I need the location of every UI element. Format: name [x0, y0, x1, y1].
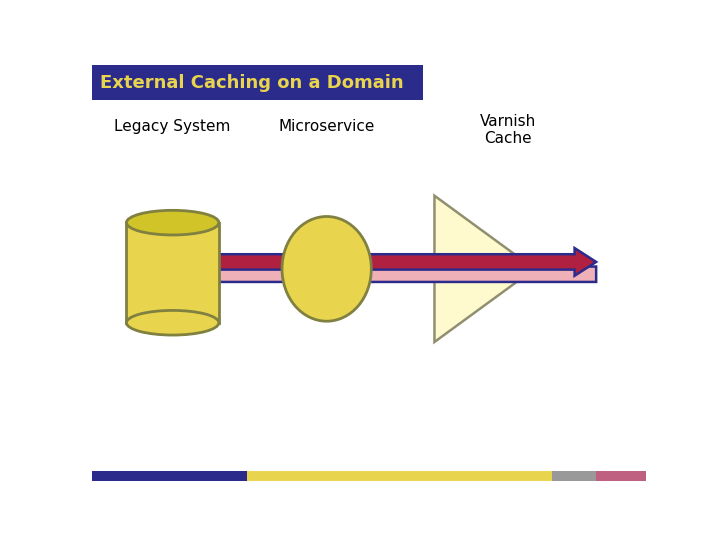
Text: Varnish
Cache: Varnish Cache [480, 114, 536, 146]
Ellipse shape [127, 310, 219, 335]
Text: Microservice: Microservice [279, 119, 375, 134]
Polygon shape [434, 195, 534, 342]
FancyArrow shape [134, 260, 596, 288]
Text: External Caching on a Domain: External Caching on a Domain [99, 73, 403, 91]
Bar [552, 471, 596, 481]
Text: Legacy System: Legacy System [114, 119, 231, 134]
FancyArrow shape [134, 248, 596, 276]
Bar [596, 471, 647, 481]
Ellipse shape [282, 217, 372, 321]
Bar [92, 65, 423, 100]
Bar [92, 471, 247, 481]
Bar [247, 471, 552, 481]
Bar [127, 222, 219, 323]
Ellipse shape [127, 211, 219, 235]
